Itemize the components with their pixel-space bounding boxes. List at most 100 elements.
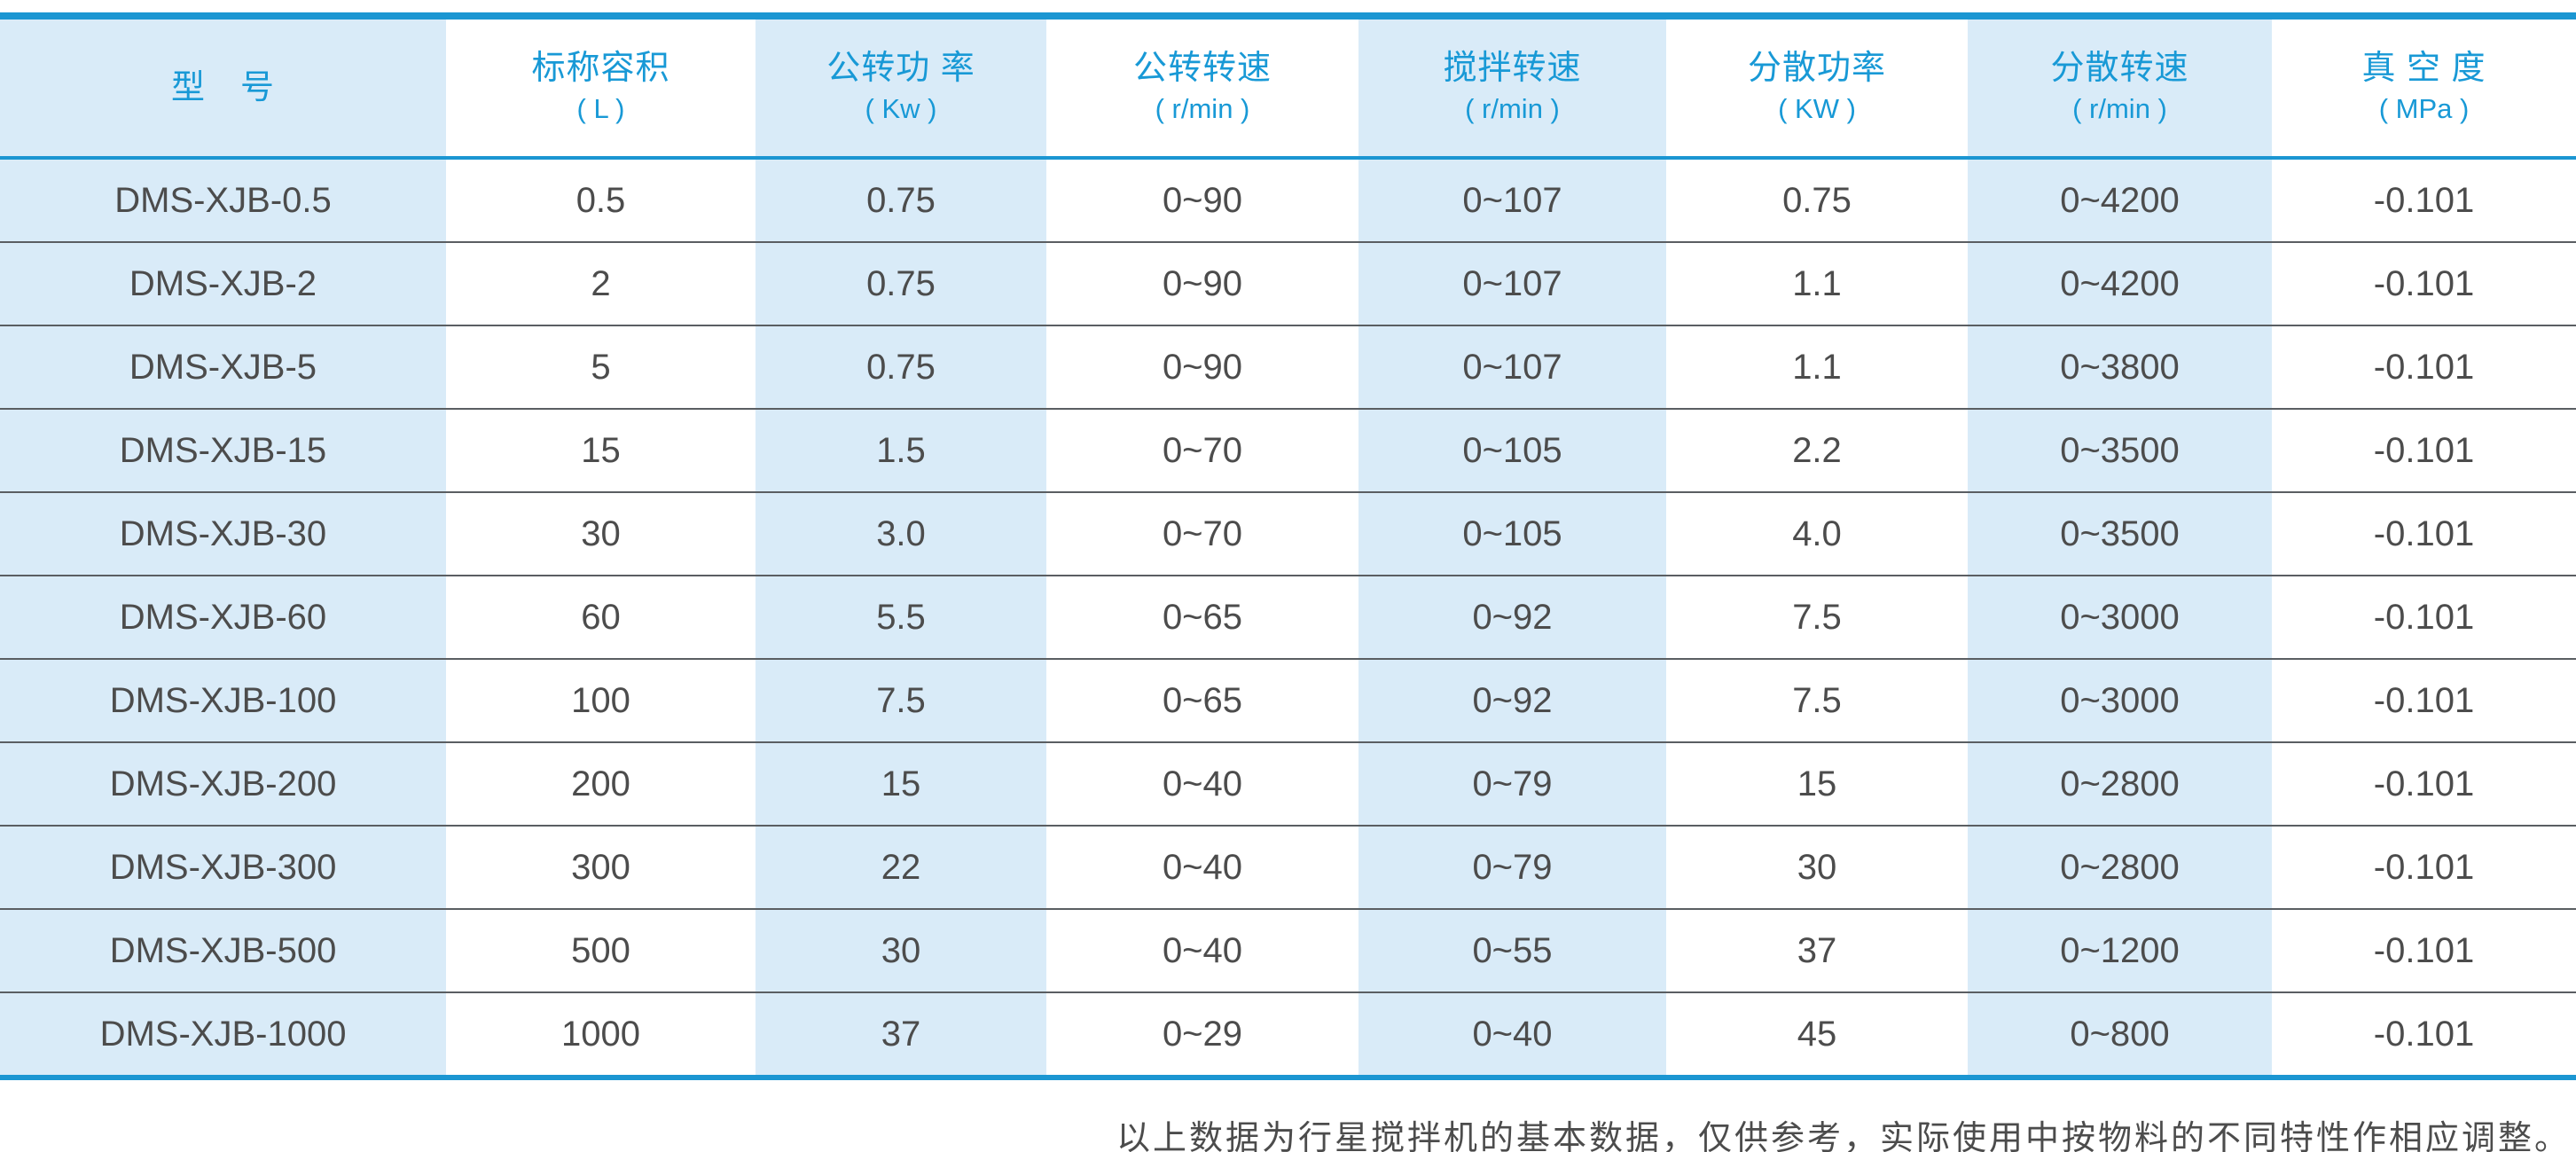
value-cell: 7.5 <box>756 658 1046 742</box>
value-cell: 5 <box>446 325 756 409</box>
value-cell: 0~107 <box>1358 325 1666 409</box>
table-row: DMS-XJB-2 2 0.75 0~90 0~107 1.1 0~4200 -0.101 <box>0 241 2576 325</box>
value-cell: 0~4200 <box>1968 158 2272 242</box>
value-cell: 45 <box>1666 991 1968 1078</box>
value-cell: 37 <box>756 991 1046 1078</box>
column-header: 搅拌转速 ( r/min ) <box>1358 16 1666 160</box>
value-cell: 22 <box>756 825 1046 909</box>
column-header: 分散功率 ( KW ) <box>1666 16 1968 160</box>
value-cell: 0~79 <box>1358 825 1666 909</box>
value-cell: -0.101 <box>2272 408 2576 492</box>
model-cell: DMS-XJB-300 <box>0 825 446 909</box>
value-cell: 1000 <box>446 991 756 1078</box>
value-cell: 0~79 <box>1358 741 1666 826</box>
value-cell: -0.101 <box>2272 325 2576 409</box>
value-cell: 200 <box>446 741 756 826</box>
column-unit: ( L ) <box>576 93 625 124</box>
value-cell: -0.101 <box>2272 825 2576 909</box>
value-cell: 2.2 <box>1666 408 1968 492</box>
value-cell: 0~65 <box>1046 575 1358 659</box>
value-cell: 0.75 <box>756 158 1046 242</box>
value-cell: 500 <box>446 908 756 992</box>
value-cell: -0.101 <box>2272 658 2576 742</box>
table-row: DMS-XJB-200 200 15 0~40 0~79 15 0~2800 -0.101 <box>0 741 2576 826</box>
column-header: 公转转速 ( r/min ) <box>1046 16 1358 160</box>
spec-table: 型 号标称容积( L ) 公转功 率( Kw ) 公转转速( r/min ) 搅拌转速… <box>0 12 2576 1080</box>
column-unit: ( KW ) <box>1778 93 1856 124</box>
model-cell: DMS-XJB-500 <box>0 908 446 992</box>
value-cell: 0~4200 <box>1968 241 2272 325</box>
value-cell: -0.101 <box>2272 575 2576 659</box>
value-cell: 0.75 <box>756 241 1046 325</box>
value-cell: -0.101 <box>2272 241 2576 325</box>
value-cell: 0~1200 <box>1968 908 2272 992</box>
spec-sheet-page: 型 号标称容积( L ) 公转功 率( Kw ) 公转转速( r/min ) 搅拌转速… <box>0 12 2576 1152</box>
value-cell: 0~107 <box>1358 241 1666 325</box>
value-cell: -0.101 <box>2272 741 2576 826</box>
value-cell: 0~70 <box>1046 408 1358 492</box>
value-cell: 0~29 <box>1046 991 1358 1078</box>
value-cell: 0~3000 <box>1968 658 2272 742</box>
model-cell: DMS-XJB-2 <box>0 241 446 325</box>
column-title: 标称容积 <box>531 50 670 87</box>
column-title: 分散转速 <box>2050 50 2189 87</box>
value-cell: 0~2800 <box>1968 825 2272 909</box>
value-cell: 0~3500 <box>1968 408 2272 492</box>
value-cell: -0.101 <box>2272 908 2576 992</box>
column-header: 分散转速 ( r/min ) <box>1968 16 2272 160</box>
column-title: 公转转速 <box>1132 50 1272 87</box>
value-cell: 0~92 <box>1358 575 1666 659</box>
table-row: DMS-XJB-30 30 3.0 0~70 0~105 4.0 0~3500 -0.101 <box>0 491 2576 576</box>
model-cell: DMS-XJB-1000 <box>0 991 446 1078</box>
value-cell: 0~55 <box>1358 908 1666 992</box>
value-cell: 0~70 <box>1046 491 1358 576</box>
table-row: DMS-XJB-1000 1000 37 0~29 0~40 45 0~800 -0.101 <box>0 991 2576 1078</box>
value-cell: 15 <box>446 408 756 492</box>
table-row: DMS-XJB-100 100 7.5 0~65 0~92 7.5 0~3000 -0.101 <box>0 658 2576 742</box>
value-cell: 0~107 <box>1358 158 1666 242</box>
value-cell: 0.5 <box>575 180 626 220</box>
column-unit: ( r/min ) <box>2072 93 2167 124</box>
value-cell: 0~40 <box>1046 908 1358 992</box>
column-unit: ( MPa ) <box>2378 93 2470 124</box>
value-cell: 5.5 <box>756 575 1046 659</box>
model-cell: DMS-XJB-0.5 <box>0 158 446 242</box>
column-unit: ( r/min ) <box>1155 93 1250 124</box>
column-title: 公转功 率 <box>826 50 975 87</box>
value-cell: 0~3500 <box>1968 491 2272 576</box>
value-cell: 0~90 <box>1162 180 1243 220</box>
value-cell: 0.75 <box>1782 180 1852 220</box>
value-cell: 15 <box>1666 741 1968 826</box>
value-cell: 0~65 <box>1046 658 1358 742</box>
value-cell: 2 <box>446 241 756 325</box>
model-cell: DMS-XJB-5 <box>0 325 446 409</box>
value-cell: 0~90 <box>1046 325 1358 409</box>
value-cell: 100 <box>446 658 756 742</box>
value-cell: 0~40 <box>1046 825 1358 909</box>
value-cell: 1.5 <box>756 408 1046 492</box>
value-cell: 4.0 <box>1666 491 1968 576</box>
value-cell: 3.0 <box>756 491 1046 576</box>
value-cell: 60 <box>446 575 756 659</box>
value-cell: 0.75 <box>756 325 1046 409</box>
table-row: DMS-XJB-300 300 22 0~40 0~79 30 0~2800 -0.101 <box>0 825 2576 909</box>
value-cell: 37 <box>1666 908 1968 992</box>
value-cell: 0~2800 <box>1968 741 2272 826</box>
column-header: 型 号 <box>0 16 446 160</box>
value-cell: -0.101 <box>2272 491 2576 576</box>
model-cell: DMS-XJB-60 <box>0 575 446 659</box>
column-title: 搅拌转速 <box>1443 50 1582 87</box>
model-cell: DMS-XJB-15 <box>0 408 446 492</box>
table-row: DMS-XJB-5 5 0.75 0~90 0~107 1.1 0~3800 -0.101 <box>0 325 2576 409</box>
value-cell: 30 <box>1666 825 1968 909</box>
value-cell: 7.5 <box>1666 658 1968 742</box>
value-cell: -0.101 <box>2272 991 2576 1078</box>
table-row: DMS-XJB-15 15 1.5 0~70 0~105 2.2 0~3500 -0.101 <box>0 408 2576 492</box>
footnote-text: 以上数据为行星搅拌机的基本数据，仅供参考，实际使用中按物料的不同特性作相应调整。 <box>1116 1118 2571 1152</box>
column-title: 型 号 <box>170 69 275 106</box>
table-row: DMS-XJB-500 500 30 0~40 0~55 37 0~1200 -0.101 <box>0 908 2576 992</box>
column-header: 真 空 度 ( MPa ) <box>2272 16 2576 160</box>
column-title: 分散功率 <box>1747 50 1886 87</box>
value-cell: 0~3000 <box>1968 575 2272 659</box>
value-cell: 7.5 <box>1666 575 1968 659</box>
